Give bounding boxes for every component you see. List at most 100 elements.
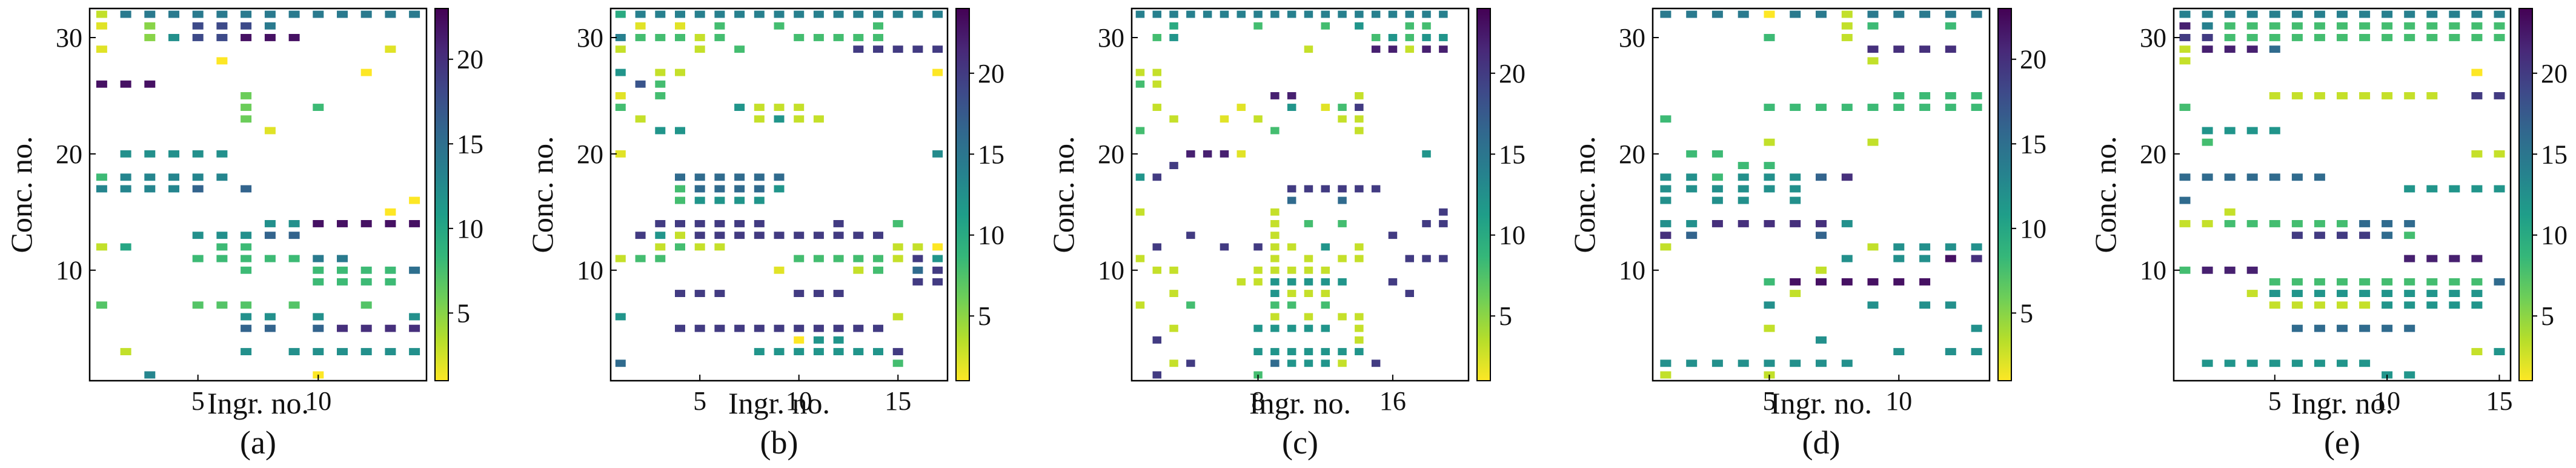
heatmap-cell	[1841, 34, 1853, 41]
heatmap-cell	[635, 34, 646, 41]
heatmap-cell	[1152, 34, 1161, 41]
heatmap-cell	[1660, 232, 1671, 239]
heatmap-cell	[241, 313, 252, 321]
heatmap-cell	[1355, 185, 1364, 193]
heatmap-cell	[1439, 208, 1448, 216]
heatmap-cell	[1388, 278, 1398, 286]
heatmap-cell	[1355, 255, 1364, 262]
heatmap-cell	[96, 173, 107, 181]
heatmap-cell	[2246, 22, 2258, 30]
heatmap-cell	[675, 290, 685, 297]
heatmap-cell	[714, 22, 725, 30]
heatmap-cell	[1371, 10, 1381, 18]
heatmap-cell	[1439, 10, 1448, 18]
heatmap-cell	[635, 10, 646, 18]
heatmap-cell	[1371, 45, 1381, 53]
heatmap-cell	[754, 232, 765, 239]
y-tick-label: 20	[1098, 139, 1124, 169]
heatmap-cell	[2494, 150, 2505, 158]
heatmap-cell	[2382, 290, 2393, 297]
heatmap-cell	[1919, 301, 1931, 309]
heatmap-cell	[2359, 22, 2371, 30]
plot-frame	[1130, 7, 1470, 382]
x-tick-label: 8	[1252, 386, 1265, 416]
heatmap-cell	[1355, 10, 1364, 18]
x-tick-label: 10	[305, 386, 331, 416]
heatmap-cell	[2314, 10, 2325, 18]
heatmap-cell	[1321, 10, 1330, 18]
heatmap-cell	[2382, 278, 2393, 286]
heatmap-cell	[2269, 45, 2280, 53]
heatmap-cell	[1660, 185, 1671, 193]
heatmap-cell	[2449, 185, 2460, 193]
heatmap-cell	[932, 255, 943, 262]
heatmap-cell	[1270, 313, 1280, 321]
heatmap-cell	[1203, 10, 1212, 18]
heatmap-cell	[1711, 359, 1723, 367]
heatmap-cell	[1152, 266, 1161, 274]
heatmap-cell	[2291, 34, 2303, 41]
heatmap-cell	[120, 348, 131, 355]
plot-frame	[2173, 7, 2512, 382]
heatmap-cell	[241, 115, 252, 123]
heatmap-cell	[264, 324, 276, 332]
heatmap-cell	[912, 243, 923, 251]
heatmap-cell	[2471, 34, 2483, 41]
heatmap-cell	[794, 290, 805, 297]
heatmap-cell	[774, 173, 785, 181]
colorbar-tick-label: 20	[1499, 59, 1525, 89]
heatmap-cell	[1203, 150, 1212, 158]
heatmap-cell	[655, 34, 666, 41]
heatmap-cell	[1711, 173, 1723, 181]
heatmap-cell	[655, 220, 666, 227]
heatmap-cell	[2449, 34, 2460, 41]
heatmap-cell	[2314, 34, 2325, 41]
y-axis-label: Conc. no.	[1567, 136, 1601, 253]
heatmap-cell	[2382, 301, 2393, 309]
heatmap-cell	[1790, 104, 1801, 111]
heatmap-cell	[833, 232, 844, 239]
y-tick-label: 20	[1619, 139, 1645, 169]
heatmap-cell	[241, 348, 252, 355]
heatmap-cell	[2471, 255, 2483, 262]
heatmap-cell	[1304, 324, 1313, 332]
heatmap-cell	[694, 243, 705, 251]
heatmap-cell	[1287, 10, 1296, 18]
colorbar	[1997, 8, 2012, 381]
heatmap-cell	[2314, 22, 2325, 30]
heatmap-cell	[1660, 115, 1671, 123]
heatmap-cell	[313, 255, 324, 262]
heatmap-cell	[1253, 266, 1263, 274]
heatmap-cell	[2426, 255, 2438, 262]
heatmap-cell	[360, 301, 372, 309]
heatmap-cell	[1764, 185, 1775, 193]
heatmap-cell	[1816, 10, 1827, 18]
heatmap-cell	[2382, 232, 2393, 239]
heatmap-cell	[2449, 290, 2460, 297]
heatmap-cell	[385, 220, 396, 227]
heatmap-cell	[2404, 92, 2415, 99]
y-axis-label: Conc. no.	[1046, 136, 1080, 253]
heatmap-cell	[873, 34, 883, 41]
heatmap-cell	[1660, 173, 1671, 181]
heatmap-cell	[1388, 45, 1398, 53]
heatmap-cell	[2202, 138, 2213, 146]
x-tick-label: 5	[1762, 386, 1776, 416]
heatmap-cell	[1287, 266, 1296, 274]
heatmap-cell	[1304, 10, 1313, 18]
heatmap-cell	[2314, 359, 2325, 367]
heatmap-cell	[385, 348, 396, 355]
heatmap-cell	[313, 266, 324, 274]
heatmap-cell	[2291, 22, 2303, 30]
heatmap-cell	[1135, 127, 1145, 135]
heatmap-cell	[932, 10, 943, 18]
heatmap-cell	[1355, 348, 1364, 355]
heatmap-cell	[313, 104, 324, 111]
heatmap-cell	[1321, 278, 1330, 286]
heatmap-cell	[1152, 336, 1161, 344]
heatmap-cell	[694, 10, 705, 18]
heatmap-cell	[2337, 22, 2348, 30]
heatmap-cell	[2246, 45, 2258, 53]
heatmap-cell	[813, 232, 824, 239]
heatmap-cell	[655, 80, 666, 88]
